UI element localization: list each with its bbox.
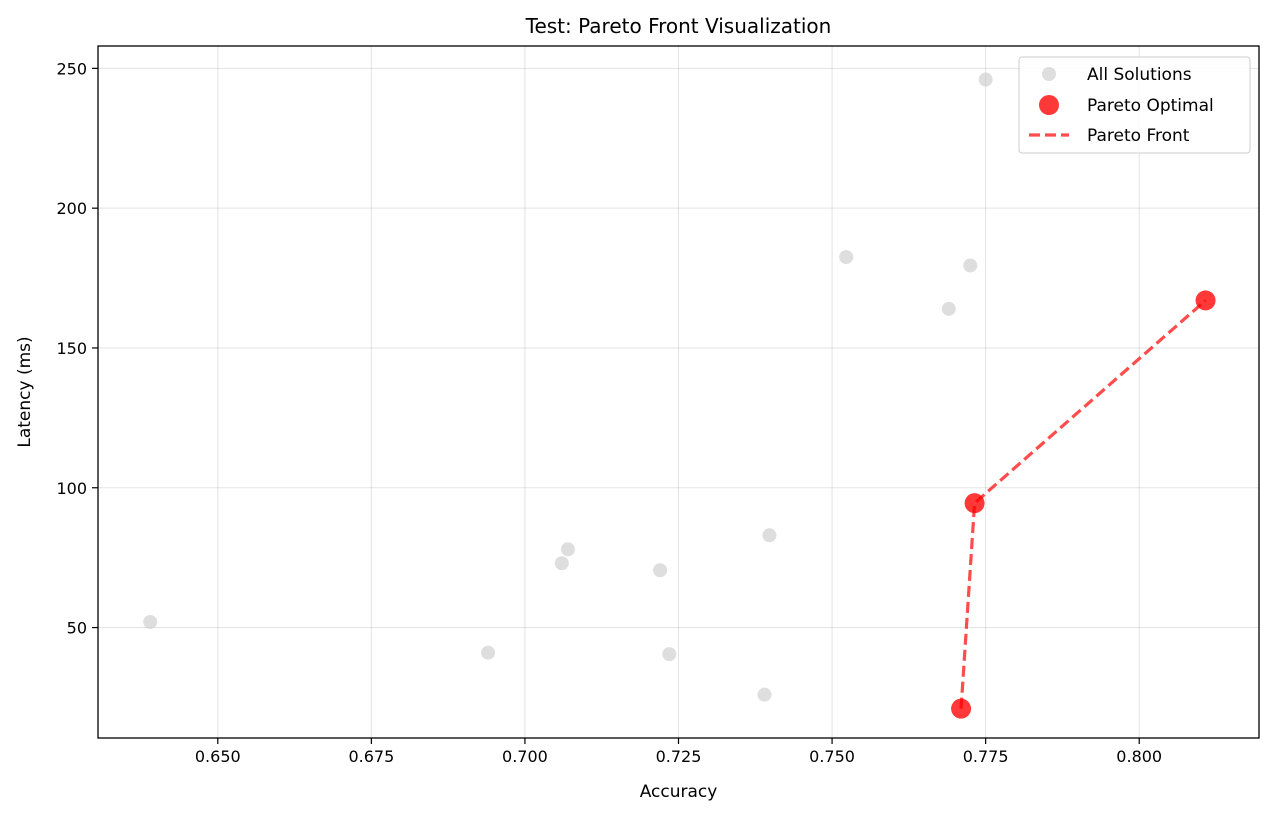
pareto-optimal-point: [951, 698, 972, 719]
y-tick-label: 200: [56, 199, 87, 218]
all-solutions-point: [978, 72, 993, 87]
all-solutions-point: [143, 614, 158, 629]
pareto-front-line-layer: [959, 299, 1207, 709]
x-axis-label: Accuracy: [640, 782, 718, 802]
x-tick-label: 0.725: [656, 747, 702, 766]
all-solutions-point: [662, 647, 677, 662]
data-points-layer: [143, 72, 1216, 719]
all-solutions-point: [762, 528, 777, 543]
legend-label-pareto-optimal: Pareto Optimal: [1087, 96, 1214, 116]
pareto-optimal-point: [1195, 290, 1216, 311]
grid-lines: [98, 46, 1259, 738]
x-tick-label: 0.650: [195, 747, 241, 766]
y-tick-label: 100: [56, 479, 87, 498]
y-axis-label: Latency (ms): [15, 336, 35, 447]
all-solutions-point: [653, 563, 668, 578]
axis-ticks: 0.650 0.675 0.700 0.725 0.750 0.775 0.800 50 100…: [56, 59, 1162, 766]
x-tick-label: 0.675: [348, 747, 394, 766]
legend-box: [1018, 56, 1251, 154]
all-solutions-point: [941, 301, 956, 316]
y-tick-label: 150: [56, 339, 87, 358]
x-tick-label: 0.800: [1116, 747, 1162, 766]
chart-title: Test: Pareto Front Visualization: [525, 14, 832, 38]
y-tick-label: 250: [56, 59, 87, 78]
legend-marker-all-solutions: [1042, 67, 1056, 81]
legend: All Solutions Pareto Optimal Pareto Front: [1018, 56, 1251, 154]
all-solutions-point: [839, 250, 854, 265]
legend-label-all-solutions: All Solutions: [1087, 65, 1192, 85]
all-solutions-point: [560, 542, 575, 557]
legend-marker-pareto-optimal: [1039, 95, 1059, 115]
y-tick-label: 50: [67, 619, 87, 638]
all-solutions-point: [554, 556, 569, 571]
x-tick-label: 0.775: [963, 747, 1009, 766]
all-solutions-point: [757, 687, 772, 702]
x-tick-label: 0.750: [809, 747, 855, 766]
pareto-optimal-point: [964, 493, 985, 514]
x-tick-label: 0.700: [502, 747, 548, 766]
legend-label-pareto-front: Pareto Front: [1087, 126, 1190, 146]
pareto-front-line: [959, 299, 1207, 709]
all-solutions-point: [481, 645, 496, 660]
all-solutions-point: [963, 258, 978, 273]
